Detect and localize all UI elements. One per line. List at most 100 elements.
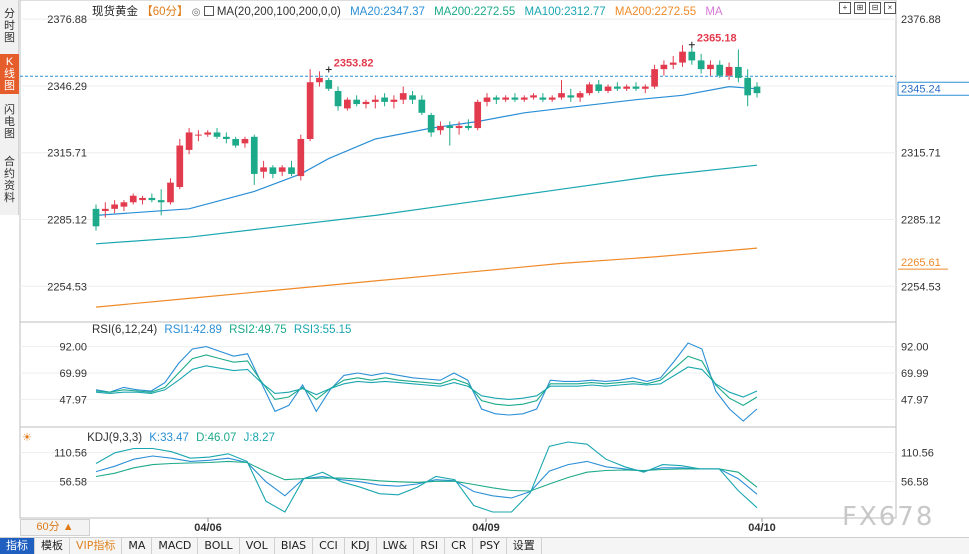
candle-body bbox=[446, 125, 454, 129]
indicator-button-12[interactable]: CR bbox=[445, 538, 474, 554]
candle-body bbox=[483, 97, 491, 102]
price-tick-left: 2346.29 bbox=[47, 81, 87, 93]
candle-body bbox=[716, 64, 724, 76]
candle-body bbox=[381, 97, 388, 102]
moving-average-lines bbox=[95, 85, 758, 308]
left-tab-3[interactable]: 合约资料 bbox=[4, 156, 15, 204]
zoom-in-icon[interactable]: ⊞ bbox=[854, 2, 866, 14]
expand-icon[interactable]: + bbox=[839, 2, 851, 14]
watermark: FX678 bbox=[842, 502, 935, 532]
ma-settings-icon[interactable]: ◎ bbox=[191, 7, 201, 18]
candle-body bbox=[362, 101, 370, 105]
candle-body bbox=[148, 197, 156, 201]
close-icon[interactable]: × bbox=[884, 2, 896, 14]
candle-body bbox=[157, 200, 165, 203]
kdj-line-j bbox=[95, 441, 758, 513]
price-tick-right: 2254.53 bbox=[901, 281, 941, 293]
indicator-button-8[interactable]: CCI bbox=[313, 538, 345, 554]
indicator-button-14[interactable]: 设置 bbox=[507, 538, 542, 554]
candle-body bbox=[297, 138, 305, 177]
kdj-j-value: J:8.27 bbox=[243, 432, 275, 444]
candle-body bbox=[306, 82, 314, 139]
kdj-header: ☀ KDJ(9,3,3) K:33.47 D:46.07 J:8.27 bbox=[22, 431, 275, 444]
candle-body bbox=[530, 95, 537, 98]
chart-frame bbox=[19, 0, 897, 519]
indicator-button-11[interactable]: RSI bbox=[414, 538, 446, 554]
candlesticks bbox=[92, 45, 761, 231]
candle-body bbox=[278, 167, 286, 172]
kdj-d-value: D:46.07 bbox=[196, 432, 237, 444]
ma20-value: MA20:2347.37 bbox=[350, 6, 425, 18]
price-annotations: 2353.82 2365.18 bbox=[325, 33, 737, 73]
candle-body bbox=[399, 93, 407, 100]
kdj-settings-icon[interactable]: ☀ bbox=[22, 432, 32, 444]
rsi-tick-left: 47.97 bbox=[59, 394, 87, 406]
candle-body bbox=[92, 208, 100, 227]
ma-line-ma20 bbox=[95, 85, 758, 216]
candle-body bbox=[111, 204, 118, 209]
rsi-header: RSI(6,12,24) RSI1:42.89 RSI2:49.75 RSI3:… bbox=[92, 324, 351, 336]
period-selector[interactable]: 60分 ▲ bbox=[20, 519, 90, 536]
kdj-tick-right: 56.58 bbox=[901, 477, 929, 489]
candle-body bbox=[474, 101, 482, 129]
candle-body bbox=[669, 62, 677, 65]
candle-body bbox=[139, 197, 146, 201]
candle-body bbox=[288, 167, 295, 174]
candle-body bbox=[222, 136, 230, 139]
candle-body bbox=[418, 99, 426, 113]
period-tag: 【60分】 bbox=[141, 6, 189, 18]
time-label: 04/06 bbox=[194, 522, 222, 534]
indicator-button-2[interactable]: VIP指标 bbox=[70, 538, 123, 554]
indicator-button-6[interactable]: VOL bbox=[240, 538, 275, 554]
indicator-bar: 指标 模板 VIP指标 MA MACD BOLL VOL BIAS CCI KDJ LW& RSI CR… bbox=[0, 537, 969, 554]
indicator-button-0[interactable]: 指标 bbox=[0, 538, 35, 554]
candle-body bbox=[195, 134, 202, 136]
last-price-value: 2345.24 bbox=[901, 83, 941, 95]
zoom-out-icon[interactable]: ⊟ bbox=[869, 2, 881, 14]
price-tick-right: 2315.71 bbox=[901, 148, 941, 160]
candle-body bbox=[409, 95, 416, 100]
indicator-button-10[interactable]: LW& bbox=[377, 538, 415, 554]
indicator-button-9[interactable]: KDJ bbox=[345, 538, 377, 554]
indicator-button-4[interactable]: MACD bbox=[152, 538, 199, 554]
last-price-tag bbox=[897, 81, 969, 96]
left-tab-0[interactable]: 分时图 bbox=[4, 8, 15, 44]
indicator-button-7[interactable]: BIAS bbox=[275, 538, 314, 554]
candle-body bbox=[120, 202, 128, 207]
indicator-button-3[interactable]: MA bbox=[122, 538, 153, 554]
candle-body bbox=[232, 138, 239, 146]
ma100-value: MA100:2312.77 bbox=[524, 6, 606, 18]
rsi-tick-left: 92.00 bbox=[59, 342, 87, 354]
ma200-axis-value: 2265.61 bbox=[901, 257, 941, 269]
rsi-line-rsi1 bbox=[95, 342, 758, 422]
ma-label: MA(20,200,100,200,0,0) bbox=[216, 6, 341, 18]
candle-body bbox=[455, 125, 463, 129]
candle-body bbox=[520, 97, 528, 100]
candle-body bbox=[548, 97, 556, 100]
candle-body bbox=[641, 86, 649, 89]
kdj-panel: 110.56 110.56 56.58 56.58 bbox=[20, 441, 934, 513]
indicator-button-1[interactable]: 模板 bbox=[35, 538, 70, 554]
candle-body bbox=[604, 86, 612, 91]
chart-border bbox=[19, 0, 897, 519]
indicator-button-13[interactable]: PSY bbox=[473, 538, 507, 554]
candle-body bbox=[558, 93, 565, 98]
kdj-tick-left: 56.58 bbox=[59, 477, 87, 489]
candle-body bbox=[660, 64, 668, 70]
kdj-k-value: K:33.47 bbox=[149, 432, 189, 444]
left-tab-2[interactable]: 闪电图 bbox=[4, 104, 15, 140]
indicator-button-5[interactable]: BOLL bbox=[198, 538, 240, 554]
candle-body bbox=[465, 125, 472, 129]
candle-body bbox=[101, 208, 109, 212]
candle-body bbox=[437, 125, 444, 131]
candle-body bbox=[390, 99, 398, 102]
ma-toggle-icon[interactable] bbox=[203, 6, 214, 16]
candle-body bbox=[269, 167, 277, 174]
candle-body bbox=[185, 132, 193, 150]
candle-body bbox=[129, 195, 137, 203]
rsi-line-rsi3 bbox=[95, 365, 758, 400]
price-tick-left: 2315.71 bbox=[47, 148, 87, 160]
